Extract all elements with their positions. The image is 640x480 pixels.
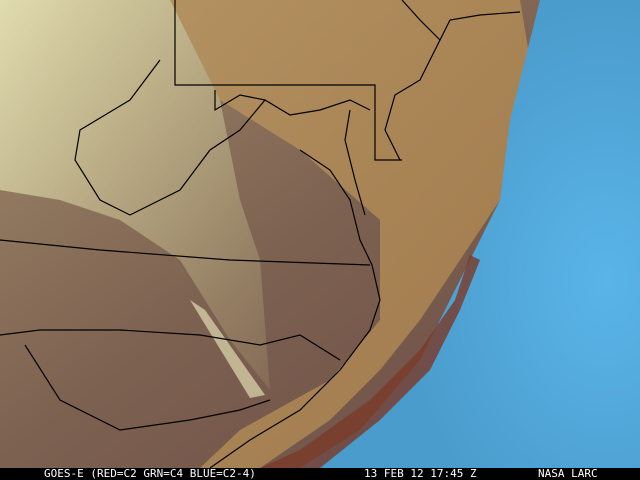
cloud-band: [0, 0, 270, 390]
image-source-label: NASA LARC: [538, 467, 598, 480]
observation-datetime: 13 FEB 12 17:45 Z: [364, 467, 477, 480]
state-borders: [0, 0, 521, 468]
satellite-imagery: [0, 0, 640, 468]
cloud-streak: [190, 300, 265, 398]
ocean-area: [300, 0, 640, 468]
coastal-water: [260, 255, 480, 468]
image-caption-bar: GOES-E (RED=C2 GRN=C4 BLUE=C2-4) 13 FEB …: [0, 468, 640, 480]
haze-area: [170, 0, 540, 468]
satellite-channel-label: GOES-E (RED=C2 GRN=C4 BLUE=C2-4): [44, 467, 256, 480]
